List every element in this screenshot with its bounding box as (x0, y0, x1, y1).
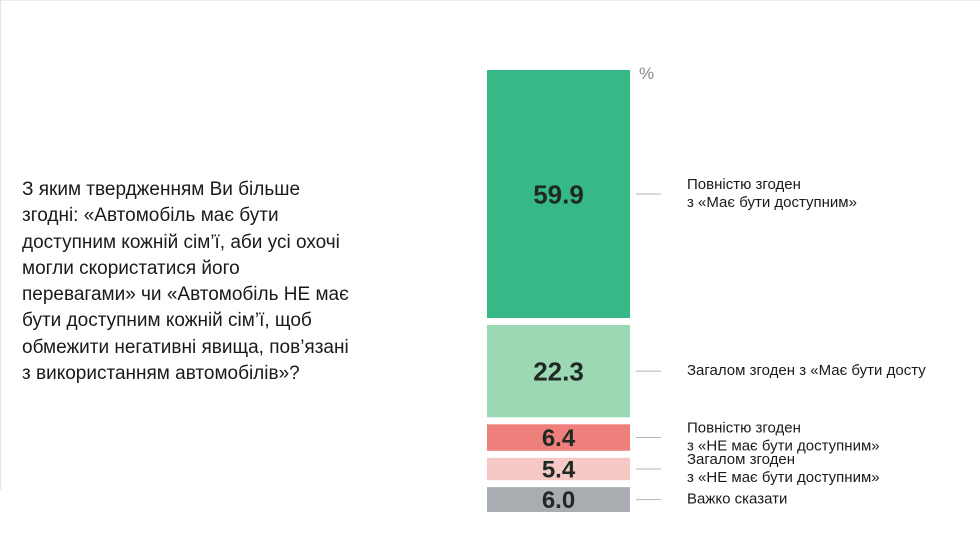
category-label-5: Важко сказати (687, 491, 787, 508)
value-label-3: 6.4 (542, 425, 576, 452)
value-label-4: 5.4 (542, 457, 576, 484)
category-label-3: Повністю згоден з «НЕ має бути доступним» (687, 420, 880, 455)
category-label-2: Загалом згоден з «Має бути досту (687, 362, 926, 379)
bar-segment-2 (487, 324, 630, 418)
survey-question: З яким твердженням Ви більше згодні: «Ав… (22, 179, 349, 385)
unit-label: % (639, 64, 655, 83)
bar-segment-3 (487, 424, 630, 451)
bar-segment-5 (487, 487, 630, 512)
bar-segment-4 (487, 457, 630, 481)
bar-segment-1 (487, 70, 630, 318)
top-border (0, 0, 980, 1)
category-label-1: Повністю згоден з «Має бути доступним» (687, 176, 857, 211)
value-label-5: 6.0 (542, 487, 575, 514)
left-border (0, 0, 1, 490)
value-label-1: 59.9 (533, 179, 584, 209)
value-label-2: 22.3 (533, 357, 584, 387)
category-label-4: Загалом згоден з «НЕ має бути доступним» (687, 451, 880, 486)
